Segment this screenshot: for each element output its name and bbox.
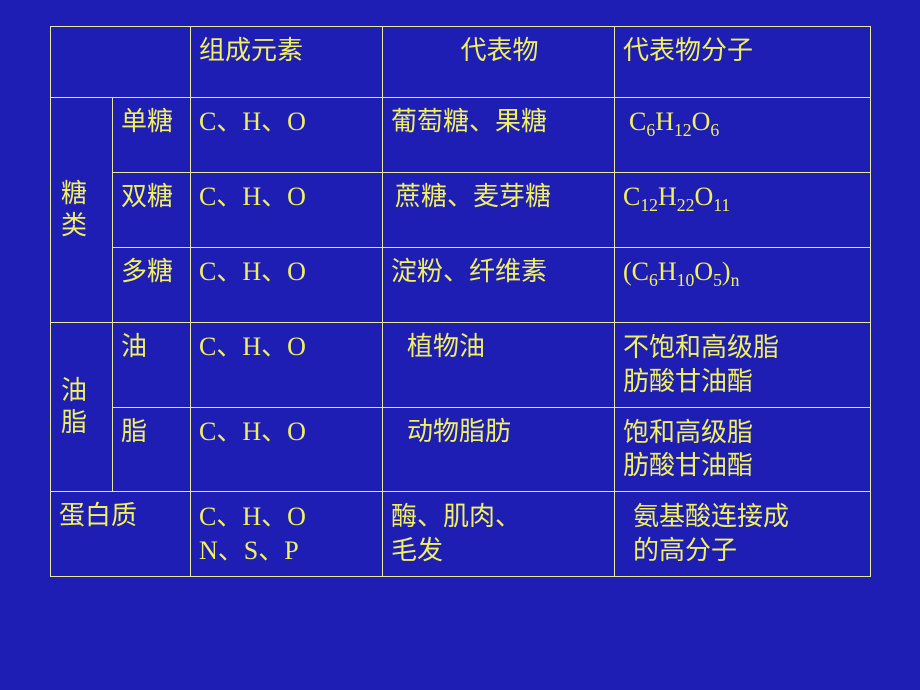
row-fat: 脂 C、H、O 动物脂肪 饱和高级脂 肪酸甘油酯 xyxy=(51,407,871,492)
group-sugars-l2: 类 xyxy=(61,211,87,240)
nutrients-table: 组成元素 代表物 代表物分子 糖 类 单糖 C、H、O 葡萄糖、果糖 C6H12… xyxy=(50,26,871,577)
oil-mol: 不饱和高级脂 肪酸甘油酯 xyxy=(615,323,871,408)
oil-mol-l2: 肪酸甘油酯 xyxy=(623,367,753,396)
protein-elem-l1: C、H、O xyxy=(199,502,306,531)
fat-mol-l1: 饱和高级脂 xyxy=(623,418,753,447)
hdr-blank xyxy=(51,27,191,98)
mono-mol: C6H12O6 xyxy=(615,98,871,173)
protein-ex-l1: 酶、肌肉、 xyxy=(391,502,521,531)
row-monosaccharide: 糖 类 单糖 C、H、O 葡萄糖、果糖 C6H12O6 xyxy=(51,98,871,173)
group-lipids: 油 脂 xyxy=(51,323,113,492)
di-elem: C、H、O xyxy=(191,173,383,248)
protein-ex-l2: 毛发 xyxy=(391,536,443,565)
row-protein: 蛋白质 C、H、O N、S、P 酶、肌肉、 毛发 氨基酸连接成 的高分子 xyxy=(51,492,871,577)
di-mol: C12H22O11 xyxy=(615,173,871,248)
poly-name: 多糖 xyxy=(113,248,191,323)
oil-elem: C、H、O xyxy=(191,323,383,408)
group-sugars-l1: 糖 xyxy=(61,179,87,208)
fat-elem: C、H、O xyxy=(191,407,383,492)
content-wrapper: 组成元素 代表物 代表物分子 糖 类 单糖 C、H、O 葡萄糖、果糖 C6H12… xyxy=(50,26,870,577)
row-disaccharide: 双糖 C、H、O 蔗糖、麦芽糖 C12H22O11 xyxy=(51,173,871,248)
protein-mol-l1: 氨基酸连接成 xyxy=(633,502,789,531)
row-oil: 油 脂 油 C、H、O 植物油 不饱和高级脂 肪酸甘油酯 xyxy=(51,323,871,408)
di-name: 双糖 xyxy=(113,173,191,248)
group-lipids-l1: 油 xyxy=(61,376,87,405)
mono-ex: 葡萄糖、果糖 xyxy=(383,98,615,173)
mono-elem: C、H、O xyxy=(191,98,383,173)
row-polysaccharide: 多糖 C、H、O 淀粉、纤维素 (C6H10O5)n xyxy=(51,248,871,323)
fat-name: 脂 xyxy=(113,407,191,492)
fat-mol: 饱和高级脂 肪酸甘油酯 xyxy=(615,407,871,492)
header-row: 组成元素 代表物 代表物分子 xyxy=(51,27,871,98)
oil-name: 油 xyxy=(113,323,191,408)
poly-ex: 淀粉、纤维素 xyxy=(383,248,615,323)
hdr-elements: 组成元素 xyxy=(191,27,383,98)
hdr-molecule: 代表物分子 xyxy=(615,27,871,98)
oil-mol-l1: 不饱和高级脂 xyxy=(623,333,779,362)
mono-name: 单糖 xyxy=(113,98,191,173)
fat-ex: 动物脂肪 xyxy=(383,407,615,492)
di-ex: 蔗糖、麦芽糖 xyxy=(383,173,615,248)
protein-mol: 氨基酸连接成 的高分子 xyxy=(615,492,871,577)
protein-ex: 酶、肌肉、 毛发 xyxy=(383,492,615,577)
group-lipids-l2: 脂 xyxy=(61,408,87,437)
fat-mol-l2: 肪酸甘油酯 xyxy=(623,451,753,480)
group-sugars: 糖 类 xyxy=(51,98,113,323)
poly-mol: (C6H10O5)n xyxy=(615,248,871,323)
protein-elem-l2: N、S、P xyxy=(199,536,299,565)
poly-elem: C、H、O xyxy=(191,248,383,323)
hdr-examples: 代表物 xyxy=(383,27,615,98)
protein-mol-l2: 的高分子 xyxy=(633,536,737,565)
protein-name: 蛋白质 xyxy=(51,492,191,577)
protein-elem: C、H、O N、S、P xyxy=(191,492,383,577)
oil-ex: 植物油 xyxy=(383,323,615,408)
